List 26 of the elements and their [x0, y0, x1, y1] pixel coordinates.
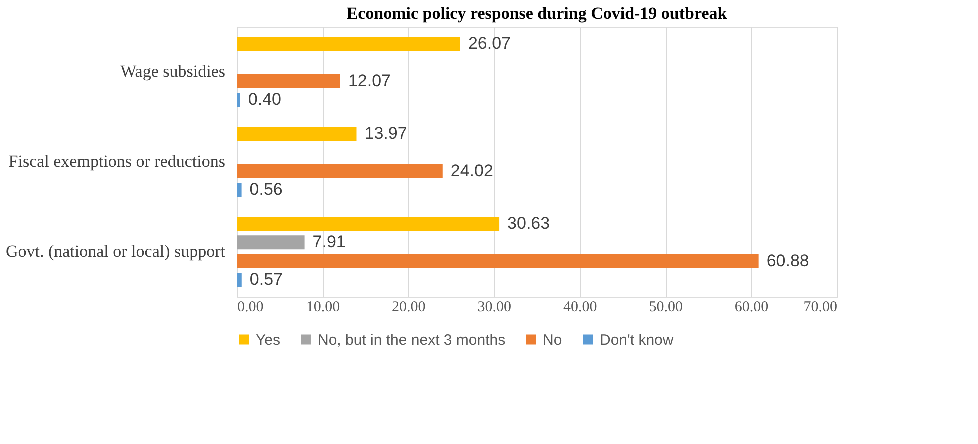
x-tick-label: 10.00 — [306, 300, 340, 316]
legend-label: No, but in the next 3 months — [318, 332, 506, 349]
data-label: 24.02 — [450, 161, 494, 180]
y-tick-label: Govt. (national or local) support — [6, 242, 226, 261]
data-label: 7.91 — [312, 232, 346, 252]
legend-label: Yes — [256, 332, 280, 349]
x-tick-label: 60.00 — [734, 300, 769, 316]
y-tick-label: Wage subsidies — [120, 62, 226, 81]
x-tick-label: 50.00 — [649, 300, 683, 316]
data-label: 30.63 — [508, 214, 550, 233]
data-label: 0.57 — [250, 270, 283, 290]
x-tick-label: 20.00 — [392, 300, 426, 316]
legend-label: No — [543, 332, 562, 349]
x-tick-label: 30.00 — [478, 300, 512, 316]
data-label: 13.97 — [364, 124, 408, 143]
x-tick-label: 40.00 — [563, 300, 598, 316]
data-label: 0.40 — [248, 90, 282, 110]
data-label: 12.07 — [348, 71, 392, 90]
y-tick-label: Fiscal exemptions or reductions — [8, 152, 226, 171]
data-label: 26.07 — [468, 34, 512, 53]
chart-title: Economic policy response during Covid-19 outbreak — [346, 4, 728, 23]
x-tick-label: 70.00 — [804, 300, 838, 316]
legend-label: Don't know — [600, 332, 674, 349]
x-tick-label: 0.00 — [238, 300, 264, 316]
data-label: 0.56 — [250, 180, 283, 200]
data-label: 60.88 — [766, 251, 810, 270]
